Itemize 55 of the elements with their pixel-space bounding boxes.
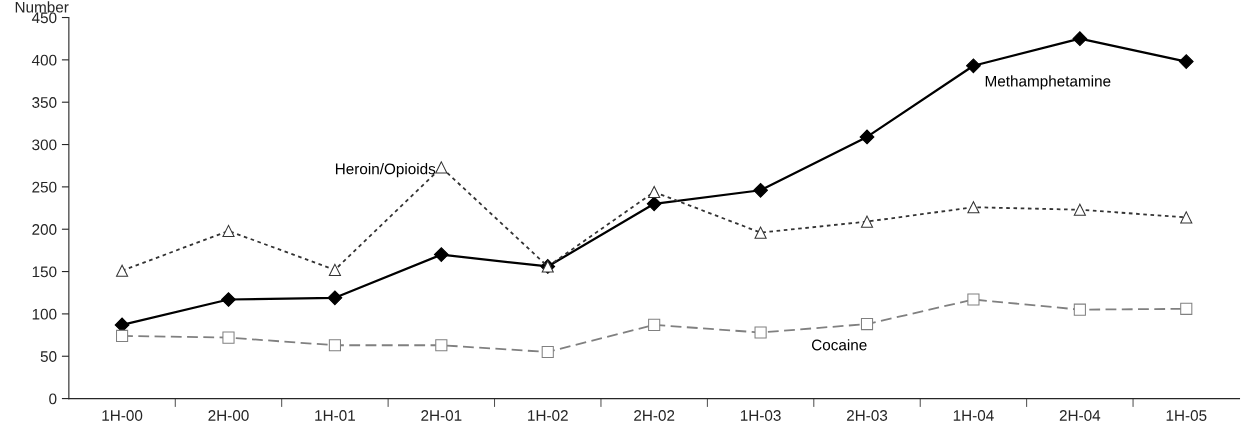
y-tick-label: 450 — [31, 12, 57, 24]
x-tick-label: 2H-01 — [421, 410, 462, 421]
point — [1073, 303, 1086, 316]
y-axis-title: Number — [15, 1, 69, 13]
point — [966, 58, 981, 74]
point — [435, 161, 448, 174]
series-label: Heroin/Opioids — [335, 163, 436, 178]
x-tick-label: 2H-04 — [1059, 410, 1101, 421]
point — [222, 224, 235, 237]
point — [327, 290, 343, 306]
point — [648, 318, 661, 331]
point — [1072, 31, 1088, 47]
point — [648, 185, 661, 199]
point — [1073, 203, 1086, 216]
y-tick-label: 200 — [32, 224, 57, 235]
y-tick-label: 250 — [32, 181, 57, 193]
point — [967, 293, 980, 306]
y-tick-label: 400 — [31, 54, 57, 66]
x-tick-label: 2H-03 — [846, 410, 888, 421]
y-tick-label: 0 — [49, 393, 57, 405]
series-label: Methamphetamine — [985, 75, 1111, 90]
x-tick-label: 2H-02 — [634, 410, 675, 421]
point — [1180, 211, 1193, 224]
x-tick-label: 1H-05 — [1166, 410, 1207, 421]
y-tick-label: 150 — [32, 266, 57, 278]
y-tick-label: 300 — [32, 139, 57, 151]
x-tick-label: 2H-00 — [208, 410, 249, 421]
y-tick-label: 100 — [32, 308, 57, 320]
x-tick-label: 1H-04 — [953, 410, 994, 421]
point — [753, 182, 768, 198]
point — [433, 247, 449, 263]
point — [541, 345, 554, 359]
y-tick-label: 50 — [40, 351, 57, 362]
x-tick-label: 1H-00 — [102, 410, 143, 421]
point — [754, 226, 767, 239]
point — [860, 215, 874, 228]
point — [435, 339, 448, 352]
x-tick-label: 1H-02 — [528, 410, 568, 421]
x-tick-label: 1H-03 — [740, 410, 781, 421]
x-tick-label: 1H-01 — [315, 410, 355, 421]
point — [646, 196, 662, 212]
point — [222, 331, 235, 344]
point — [221, 292, 236, 307]
point — [115, 329, 129, 342]
point — [1178, 54, 1194, 69]
point — [859, 129, 875, 145]
series-label: Cocaine — [811, 339, 867, 351]
point — [115, 264, 129, 277]
point — [754, 326, 767, 339]
point — [860, 317, 874, 331]
y-tick-label: 350 — [32, 97, 57, 108]
point — [328, 339, 341, 352]
point — [967, 201, 980, 214]
point — [1180, 302, 1193, 315]
point — [328, 263, 341, 276]
